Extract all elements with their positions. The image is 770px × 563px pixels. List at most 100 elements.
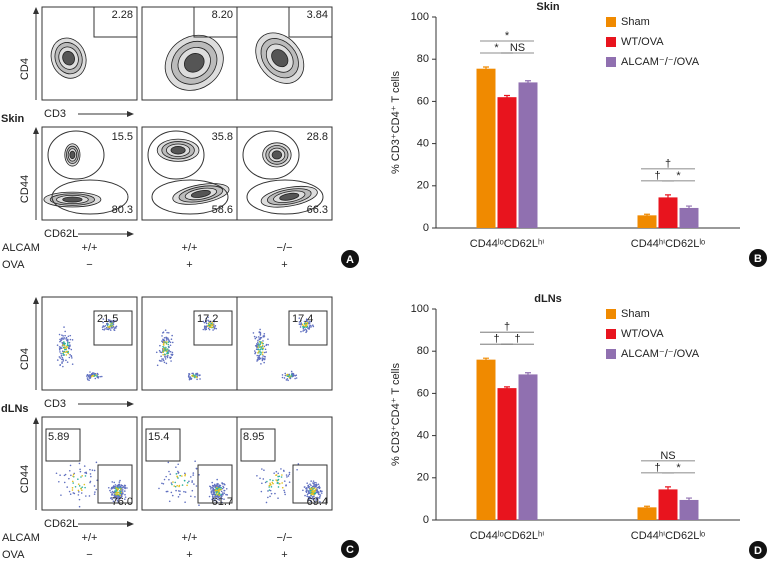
- event-dot: [216, 498, 219, 501]
- error-bar: [504, 386, 510, 390]
- event-dot: [222, 486, 225, 489]
- event-dot: [163, 339, 166, 342]
- event-dot: [306, 322, 309, 325]
- significance-label: †: [493, 333, 499, 345]
- event-dot: [319, 494, 322, 496]
- event-dot: [79, 468, 81, 471]
- panel-letter-badge: [749, 249, 767, 267]
- bar: [497, 97, 517, 229]
- event-dot: [162, 482, 165, 485]
- event-dot: [174, 481, 177, 484]
- event-dot: [118, 483, 121, 486]
- event-dot: [103, 325, 105, 328]
- arrow-head: [33, 417, 39, 424]
- row-label: OVA: [2, 549, 25, 561]
- y-tick-label: 100: [411, 303, 429, 315]
- event-dot: [83, 465, 86, 467]
- event-dot: [166, 341, 168, 343]
- event-dot: [97, 373, 99, 376]
- arrow-head: [127, 111, 134, 117]
- event-dot: [65, 336, 68, 339]
- event-dot: [266, 480, 268, 483]
- y-tick-label: 80: [417, 53, 429, 65]
- event-dot: [262, 351, 264, 354]
- event-dot: [159, 344, 161, 347]
- event-dot: [225, 487, 228, 490]
- error-bar: [686, 205, 692, 210]
- event-dot: [92, 372, 94, 374]
- event-dot: [72, 475, 74, 477]
- panel-letter-badge: [341, 540, 359, 558]
- event-dot: [113, 496, 116, 498]
- event-dot: [107, 486, 110, 489]
- event-dot: [311, 487, 314, 489]
- event-dot: [312, 325, 315, 328]
- event-dot: [272, 482, 274, 485]
- event-dot: [288, 376, 291, 378]
- event-dot: [168, 478, 170, 481]
- event-dot: [77, 489, 80, 492]
- event-dot: [286, 375, 289, 378]
- event-dot: [308, 485, 311, 488]
- event-dot: [124, 496, 127, 498]
- event-dot: [317, 486, 320, 489]
- event-dot: [119, 491, 121, 493]
- gate: [193, 310, 233, 346]
- event-dot: [89, 374, 92, 376]
- event-dot: [272, 479, 274, 482]
- event-dot: [254, 352, 256, 355]
- event-dot: [169, 341, 172, 344]
- event-dot: [294, 374, 296, 377]
- event-dot: [199, 378, 201, 380]
- event-dot: [175, 489, 177, 492]
- gate-value: 2.28: [112, 9, 133, 21]
- event-dot: [85, 472, 88, 475]
- event-dot: [261, 357, 264, 359]
- event-dot: [306, 488, 308, 490]
- bar: [679, 207, 699, 228]
- chart-title: dLNs: [534, 293, 562, 305]
- event-dot: [210, 491, 213, 494]
- event-dot: [297, 463, 300, 465]
- event-dot: [214, 498, 216, 500]
- event-dot: [302, 327, 305, 330]
- event-dot: [221, 495, 223, 498]
- event-dot: [116, 491, 119, 494]
- event-dot: [102, 321, 104, 324]
- event-dot: [260, 490, 263, 493]
- event-dot: [113, 494, 115, 497]
- event-dot: [108, 326, 111, 329]
- event-dot: [225, 493, 227, 496]
- event-dot: [198, 504, 200, 507]
- event-dot: [90, 475, 92, 478]
- event-dot: [170, 338, 173, 340]
- event-dot: [161, 335, 163, 337]
- event-dot: [171, 483, 173, 486]
- event-dot: [258, 350, 260, 352]
- event-dot: [77, 494, 80, 496]
- event-dot: [64, 330, 66, 333]
- event-dot: [92, 375, 95, 377]
- gate-value: 28.8: [307, 131, 328, 143]
- event-dot: [213, 325, 215, 328]
- y-tick-label: 60: [417, 95, 429, 107]
- event-dot: [217, 496, 220, 499]
- event-dot: [300, 322, 302, 324]
- event-dot: [309, 500, 312, 503]
- gate: [240, 428, 276, 462]
- event-dot: [260, 336, 263, 339]
- event-dot: [186, 484, 188, 487]
- event-dot: [319, 489, 322, 492]
- legend-label: Sham: [621, 308, 650, 320]
- x-axis-label: CD3: [44, 398, 66, 410]
- event-dot: [202, 320, 205, 323]
- event-dot: [169, 350, 172, 353]
- event-dot: [72, 482, 74, 484]
- event-dot: [87, 375, 90, 378]
- event-dot: [56, 359, 59, 361]
- event-dot: [211, 490, 213, 492]
- event-dot: [172, 481, 174, 483]
- event-dot: [121, 491, 124, 493]
- event-dot: [88, 379, 90, 382]
- arrow-head: [127, 521, 134, 527]
